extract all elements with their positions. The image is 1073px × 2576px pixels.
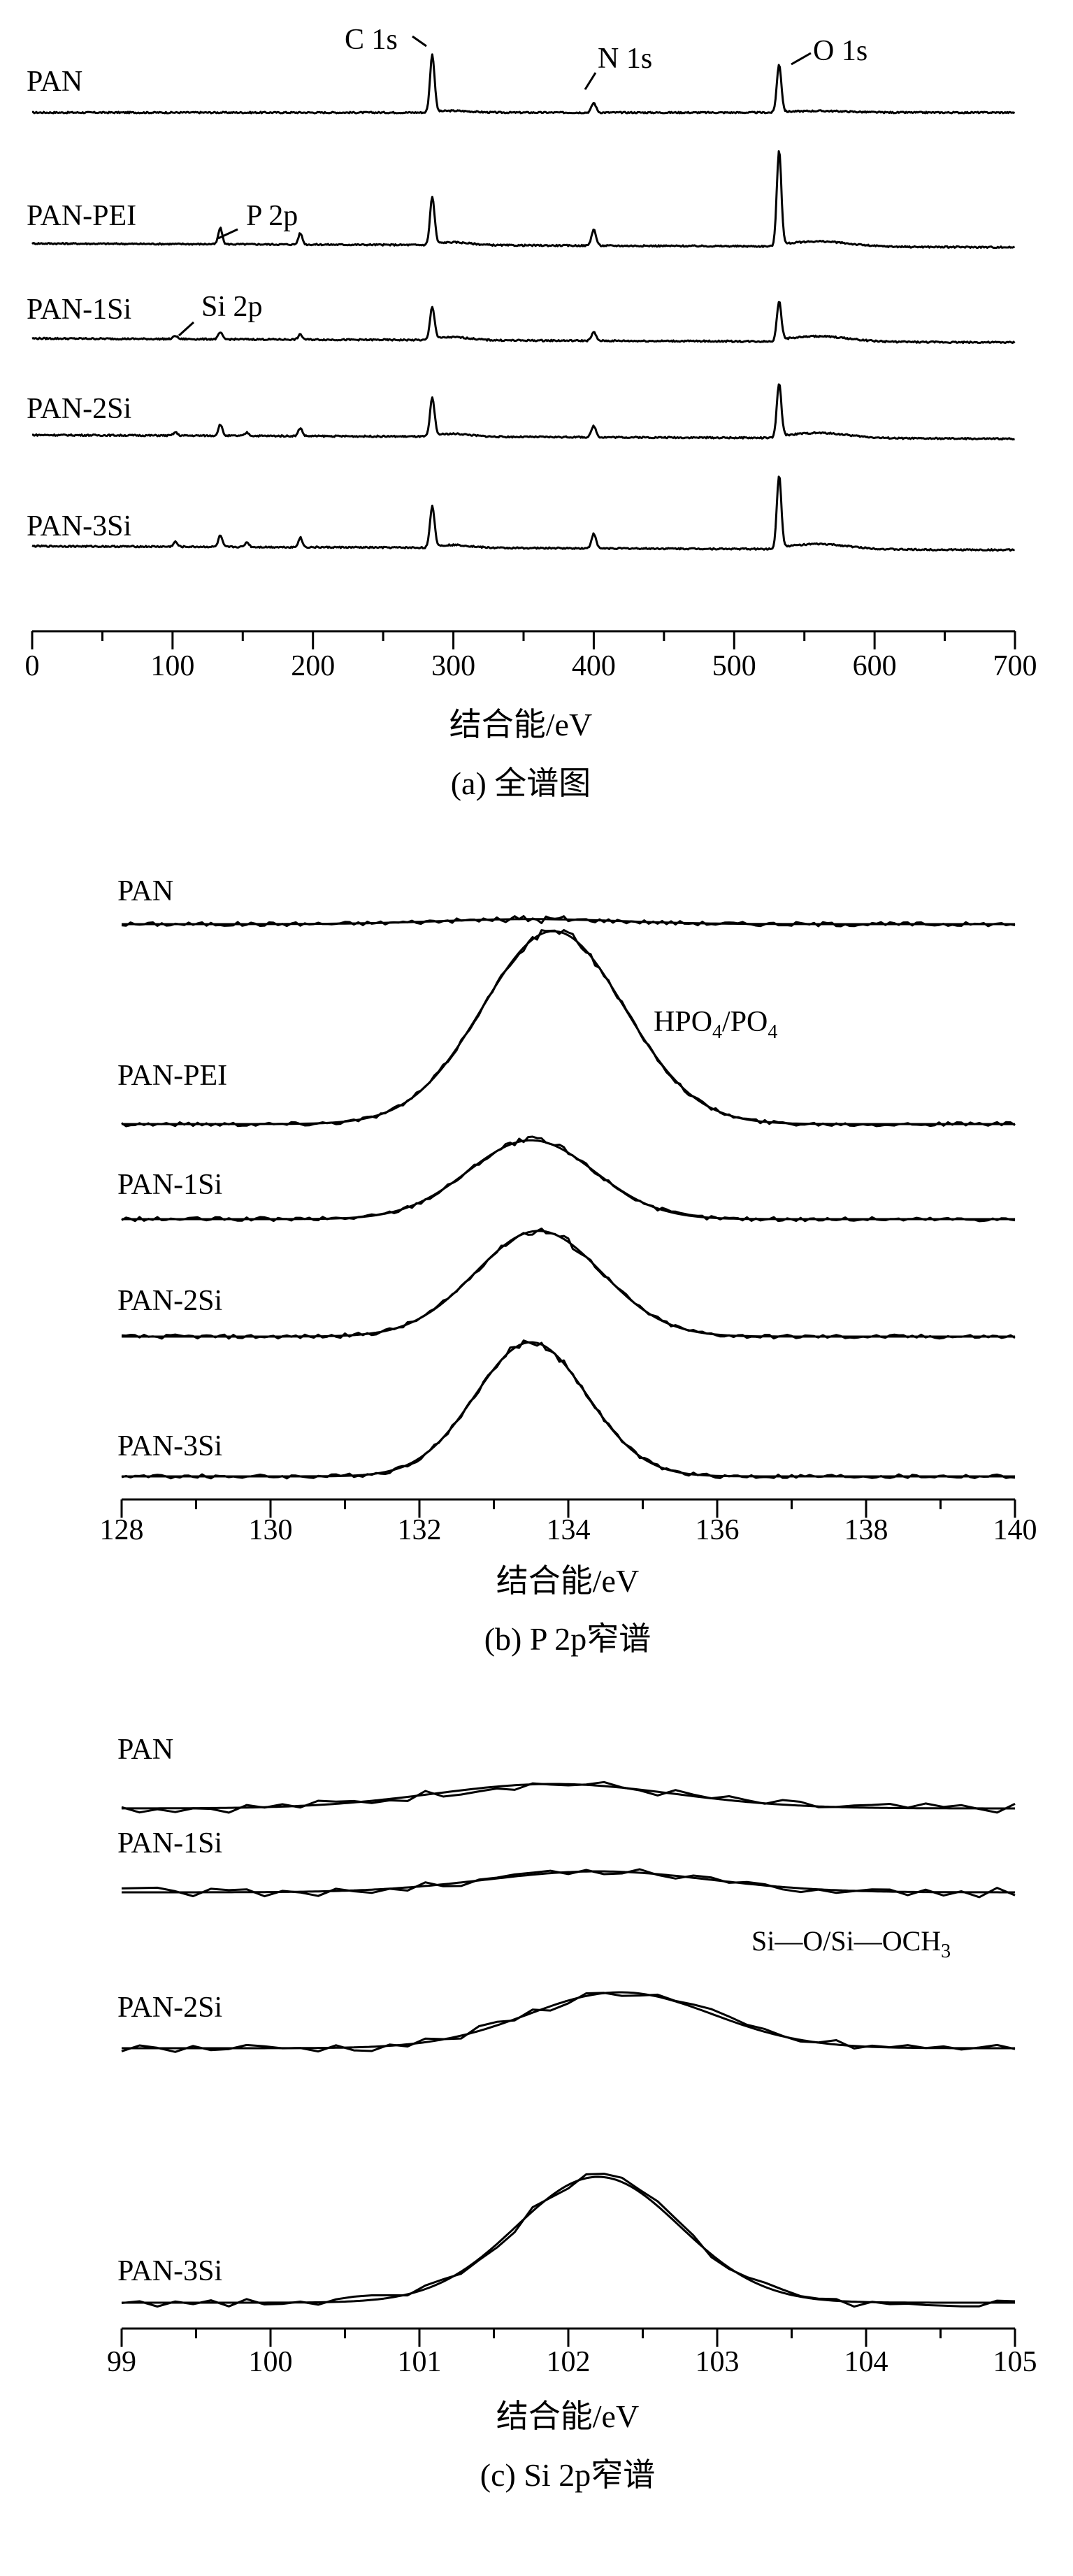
fit-line [122,1870,1015,1894]
series-label: PAN-3Si [27,510,131,542]
peak-assignment-label: HPO4/PO4 [654,1006,777,1043]
series-label: PAN-2Si [117,1285,222,1317]
peak-assignment-part: HPO [654,1006,712,1038]
x-tick-label: 600 [853,650,897,682]
x-tick-label: 400 [572,650,616,682]
series-label: PAN-PEI [27,200,136,232]
series-line [31,53,1016,115]
x-tick-label: 101 [398,2346,442,2378]
series-label: PAN-2Si [27,393,131,425]
series-label: PAN-3Si [117,1430,222,1462]
x-tick-label: 132 [398,1514,442,1546]
peak-leader-line [584,72,597,90]
data-line [121,1228,1016,1340]
series-label: PAN [117,875,173,907]
peak-leader-line [217,228,238,240]
series-label: PAN-1Si [117,1169,222,1201]
panel-caption: (a) 全谱图 [451,765,591,801]
x-tick-label: 103 [696,2346,740,2378]
x-tick-label: 99 [107,2346,136,2378]
x-tick-label: 105 [993,2346,1037,2378]
panel-c-si2p-spectrum: PAN PAN-1Si PAN-2Si PAN-3Si Si—O/Si—OCH3 99 10… [107,1734,1037,2493]
x-tick-label: 102 [547,2346,591,2378]
peak-label: O 1s [813,35,867,67]
peak-leader-line [791,52,812,66]
data-line [121,1992,1016,2053]
series-label: PAN-PEI [117,1060,227,1092]
peak-assignment-part: 4 [768,1021,777,1043]
peak-label: Si 2p [201,291,263,323]
x-tick-label: 138 [844,1514,888,1546]
x-tick-label: 300 [431,650,475,682]
fit-line [122,930,1015,1125]
x-tick-label: 100 [249,2346,293,2378]
x-tick-label: 200 [291,650,335,682]
x-tick-label: 500 [712,650,756,682]
x-tick-label: 140 [993,1514,1037,1546]
fit-line [122,1230,1015,1338]
x-tick-label: 136 [696,1514,740,1546]
x-tick-label: 100 [150,650,194,682]
series-line [31,150,1016,250]
peak-leader-line [412,35,427,48]
panel-caption: (c) Si 2p窄谱 [480,2457,655,2493]
x-tick-label: 134 [547,1514,591,1546]
series-line [31,475,1015,552]
data-line [121,1339,1016,1480]
series-label: PAN-2Si [117,1992,222,2024]
series-label: PAN [117,1734,173,1766]
peak-label: N 1s [598,43,652,75]
peak-assignment-part: 4 [712,1021,722,1043]
data-line [121,929,1016,1128]
peak-label: C 1s [345,24,398,56]
x-tick-label: 104 [844,2346,888,2378]
peak-assignment-part: 3 [941,1941,951,1962]
x-tick-label: 128 [100,1514,144,1546]
series-label: PAN-1Si [117,1827,222,1859]
x-tick-label: 130 [249,1514,293,1546]
panel-a-full-spectrum: PAN PAN-PEI PAN-1Si PAN-2Si PAN-3Si C 1s N 1s O… [25,24,1037,801]
panel-caption: (b) P 2p窄谱 [484,1621,651,1657]
peak-leader-line [178,321,195,337]
peak-assignment-label: Si—O/Si—OCH3 [751,1925,951,1962]
panel-b-p2p-spectrum: PANPAN-PEIPAN-1SiPAN-2SiPAN-3SiHPO4/PO41… [100,875,1037,1657]
data-line [121,1868,1016,1899]
series-label: PAN-1Si [27,294,131,326]
fit-line [122,2175,1015,2304]
fit-line [122,1139,1015,1221]
peak-label: P 2p [246,200,298,232]
x-tick-label: 700 [993,650,1037,682]
x-axis-title: 结合能/eV [449,707,592,742]
series-line [31,383,1015,441]
fit-line [122,1991,1015,2050]
peak-assignment-part: /PO [722,1006,768,1038]
series-label: PAN [27,66,82,98]
data-line [121,2173,1016,2308]
x-tick-label: 0 [25,650,40,682]
fit-line [122,1341,1015,1478]
x-axis-title: 结合能/eV [496,2398,639,2434]
series-label: PAN-3Si [117,2255,222,2287]
data-line [121,1135,1016,1223]
fit-line [121,1783,1015,1810]
series-line [31,301,1016,345]
peak-assignment-part: Si—O/Si—OCH [751,1925,941,1957]
x-axis-title: 结合能/eV [496,1563,639,1599]
fit-line [122,918,1015,926]
